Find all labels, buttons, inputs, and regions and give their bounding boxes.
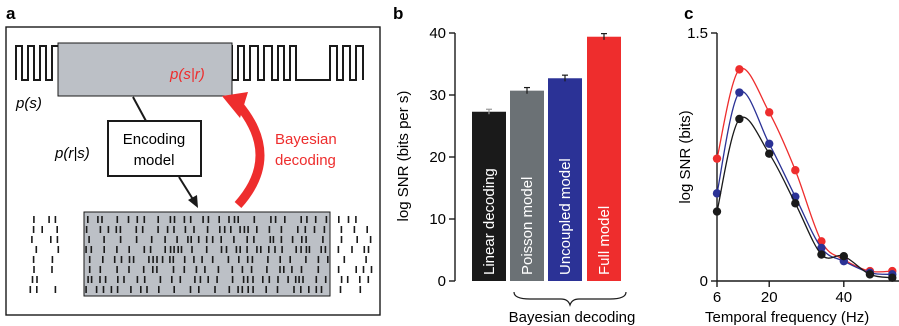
bar-category-label: Linear decoding <box>481 168 498 275</box>
panel-c-x-axis-label: Temporal frequency (Hz) <box>705 309 869 326</box>
bar <box>548 78 582 281</box>
series-point <box>765 108 774 117</box>
series-point <box>888 273 897 282</box>
y-tick-label: 0 <box>700 273 708 290</box>
panel-b-letter: b <box>393 4 403 23</box>
bar-category-label: Full model <box>596 206 613 275</box>
series-point <box>865 270 875 279</box>
series-point <box>712 154 722 163</box>
series-point <box>791 166 800 175</box>
series-point <box>712 189 722 198</box>
panel-b-y-ticks: 0 10 20 30 40 <box>429 25 455 290</box>
bayesian-decoding-arrowhead <box>222 92 248 118</box>
bar-category-label: Uncoupled model <box>557 158 574 275</box>
stimulus-to-encoder-line <box>132 96 147 122</box>
posterior-box <box>57 42 233 97</box>
panel-a-letter: a <box>6 4 16 23</box>
series-point <box>817 237 826 246</box>
bayesian-decoding-label-2: decoding <box>275 152 336 169</box>
stimulus-prior-label: p(s) <box>15 95 42 112</box>
series-point <box>765 139 774 148</box>
panel-c-y-axis-label: log SNR (bits) <box>677 110 694 203</box>
spike-raster-box <box>83 211 331 297</box>
series-point <box>817 250 826 259</box>
series-point <box>765 149 774 158</box>
y-tick-label: 0 <box>438 273 446 290</box>
panel-a-frame <box>5 26 381 316</box>
spike-raster <box>29 216 373 293</box>
y-tick-label: 40 <box>429 25 446 42</box>
x-tick-label: 6 <box>713 289 721 306</box>
bayesian-decoding-arrow <box>234 101 265 209</box>
panel-b-y-axis-label: log SNR (bits per s) <box>395 91 412 222</box>
panel-a-schematic: a p(s|r) p(s) Encoding model p(r|s) Baye… <box>5 4 381 316</box>
encoding-box-line-2: model <box>134 152 175 169</box>
series-point <box>839 252 849 261</box>
encoding-box-line-1: Encoding <box>123 131 186 148</box>
y-tick-label: 20 <box>429 149 446 166</box>
panel-c-series <box>712 65 897 282</box>
panel-c-line-chart: c log SNR (bits) 0 1.5 6 20 40 Temporal freq… <box>677 4 899 326</box>
encoder-arrowhead <box>188 195 198 208</box>
bar-category-label: Poisson model <box>519 177 536 275</box>
encoding-model-box <box>107 120 202 177</box>
x-tick-label: 40 <box>835 289 852 306</box>
stimulus-trace <box>15 45 364 81</box>
series-line <box>716 67 893 273</box>
series-point <box>735 88 744 97</box>
series-point <box>712 207 722 216</box>
bar <box>510 90 544 281</box>
encoder-to-spikes-line <box>178 176 195 202</box>
y-tick-label: 10 <box>429 211 446 228</box>
bayesian-bracket <box>513 291 627 307</box>
bar <box>472 111 506 282</box>
series-point <box>735 114 744 124</box>
posterior-label: p(s|r) <box>169 66 205 83</box>
panel-b-bar-chart: b log SNR (bits per s) 0 10 20 30 40 Linear … <box>393 4 635 326</box>
bayesian-decoding-label-1: Bayesian <box>275 131 337 148</box>
panel-c-letter: c <box>684 4 693 23</box>
y-tick-label: 30 <box>429 87 446 104</box>
panel-b-bars: Linear decoding Poisson model Uncoupled mo… <box>472 33 621 282</box>
y-tick-label: 1.5 <box>687 25 708 42</box>
bar <box>587 36 621 281</box>
bayesian-bracket-label: Bayesian decoding <box>509 309 636 326</box>
series-point <box>791 199 800 208</box>
panel-c-ticks: 0 1.5 6 20 40 <box>687 25 852 306</box>
encoding-likelihood-label: p(r|s) <box>54 145 90 162</box>
series-point <box>817 243 826 253</box>
x-tick-label: 20 <box>761 289 778 306</box>
series-point <box>735 65 744 74</box>
